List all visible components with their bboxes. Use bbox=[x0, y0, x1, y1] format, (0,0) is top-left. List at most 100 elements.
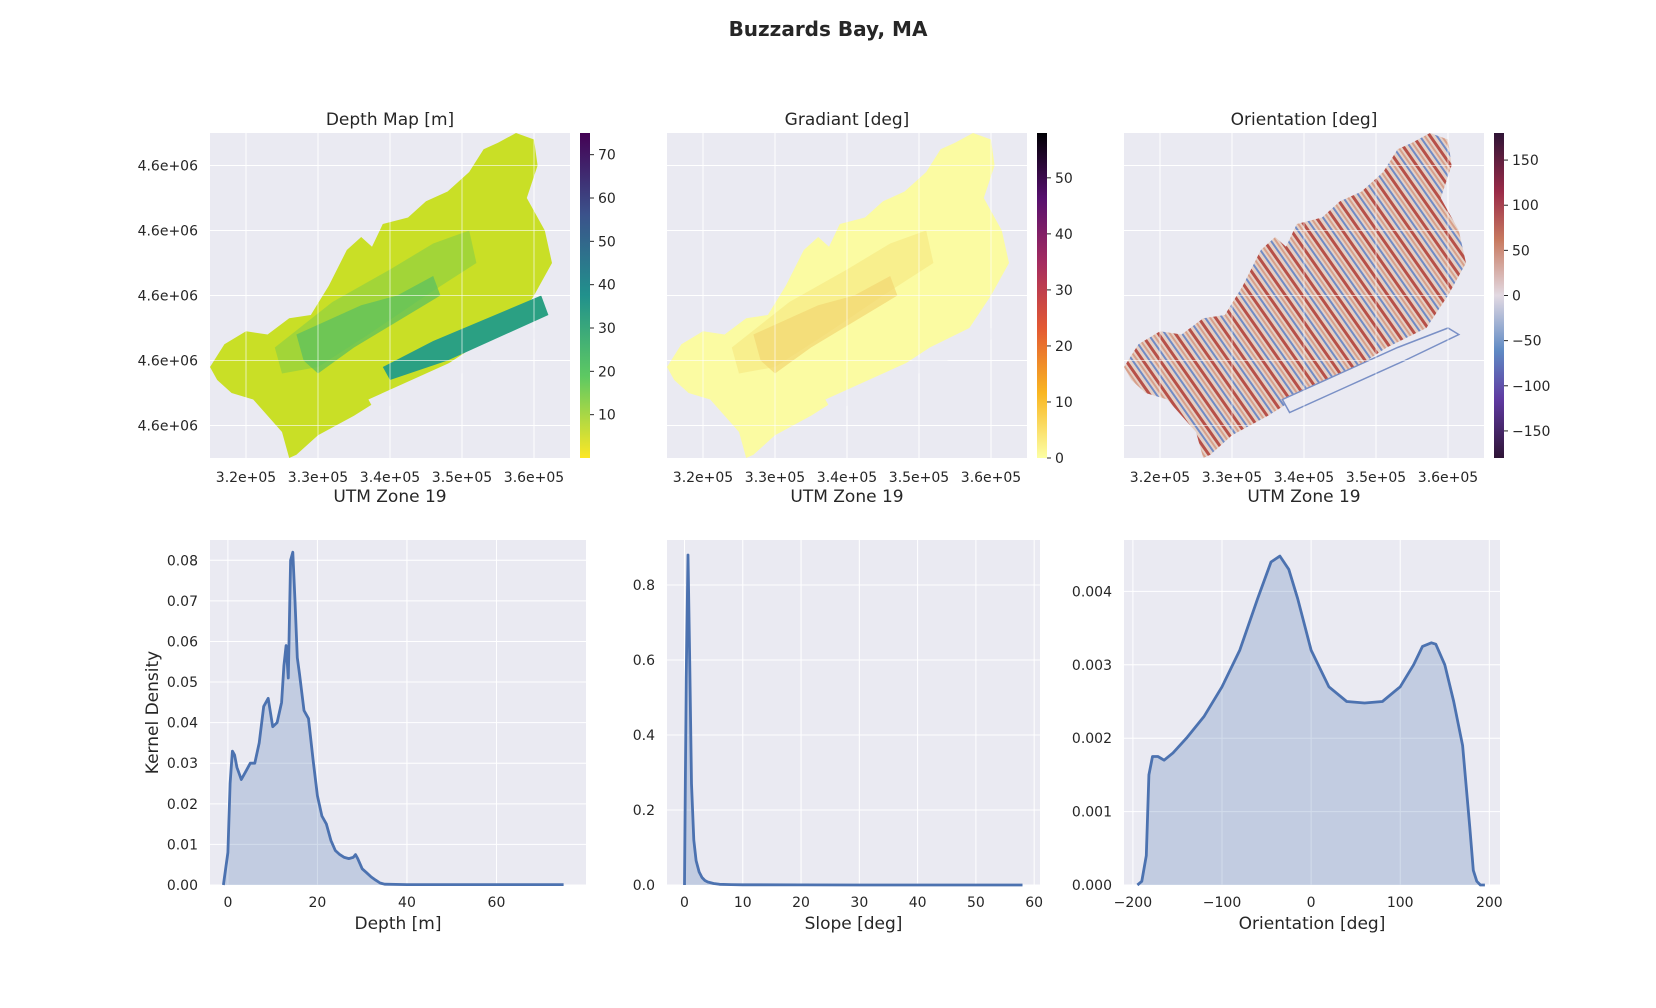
y-tick-label: 0.2 bbox=[633, 803, 655, 819]
x-tick-label: −200 bbox=[1114, 895, 1152, 911]
kde-plot-area bbox=[667, 540, 1040, 885]
x-tick-label: −100 bbox=[1203, 895, 1241, 911]
y-tick-label: 0.01 bbox=[167, 837, 198, 853]
kde-plot-area bbox=[1124, 540, 1500, 885]
map-panel-2: Gradiant [deg] 3.2e+05 3.3e+05 3.4e+05 3.5e+… bbox=[667, 110, 1073, 507]
figure-title: Buzzards Bay, MA bbox=[729, 17, 928, 41]
x-tick-label: 30 bbox=[850, 895, 868, 911]
colorbar-tick-label: 50 bbox=[598, 234, 616, 250]
x-tick-label: 3.2e+05 bbox=[1130, 470, 1190, 486]
y-tick-label: 0.002 bbox=[1072, 731, 1112, 747]
colorbar-tick-label: −100 bbox=[1512, 379, 1550, 395]
colorbar-tick-label: 100 bbox=[1512, 198, 1539, 214]
y-tick-label: 4.6e+06 bbox=[138, 419, 199, 435]
x-tick-label: 20 bbox=[792, 895, 810, 911]
x-tick-label: 3.6e+05 bbox=[1418, 470, 1478, 486]
islands-gap bbox=[1281, 327, 1461, 414]
map-title: Depth Map [m] bbox=[326, 110, 454, 130]
x-tick-label: 50 bbox=[967, 895, 985, 911]
x-tick-label: 200 bbox=[1476, 895, 1503, 911]
kde-line bbox=[222, 550, 564, 886]
colorbar-tick-label: −150 bbox=[1512, 424, 1550, 440]
colorbar-tick-label: 60 bbox=[598, 191, 616, 207]
raster-south-channel bbox=[382, 295, 549, 380]
x-tick-label: 10 bbox=[734, 895, 752, 911]
x-axis-label: UTM Zone 19 bbox=[1247, 487, 1360, 507]
x-tick-label: 3.6e+05 bbox=[961, 470, 1021, 486]
kde-plot-area bbox=[210, 540, 586, 885]
x-tick-label: 100 bbox=[1387, 895, 1414, 911]
y-tick-label: 4.6e+06 bbox=[138, 354, 199, 370]
colorbar-tick-label: 20 bbox=[598, 364, 616, 380]
y-tick-label: 0.000 bbox=[1072, 878, 1112, 894]
islands-gap bbox=[825, 328, 1002, 413]
x-tick-label: 3.4e+05 bbox=[1274, 470, 1334, 486]
colorbar-tick-label: 50 bbox=[1055, 171, 1073, 187]
y-tick-label: 0.02 bbox=[167, 797, 198, 813]
colorbar-tick-label: 10 bbox=[598, 408, 616, 424]
colorbar-tick-label: 70 bbox=[598, 148, 616, 164]
y-tick-label: 0.05 bbox=[167, 675, 198, 691]
x-tick-label: 40 bbox=[398, 895, 416, 911]
x-tick-label: 20 bbox=[309, 895, 327, 911]
y-tick-label: 0.6 bbox=[633, 653, 655, 669]
x-axis-label: UTM Zone 19 bbox=[333, 487, 446, 507]
map-title: Orientation [deg] bbox=[1231, 110, 1378, 130]
kde-line bbox=[1136, 554, 1485, 887]
x-tick-label: 3.6e+05 bbox=[504, 470, 564, 486]
x-tick-label: 0 bbox=[680, 895, 689, 911]
colorbar-tick-label: 0 bbox=[1055, 451, 1064, 467]
x-tick-label: 3.5e+05 bbox=[1346, 470, 1406, 486]
kde-panel-2: 0 10 20 30 40 50 60 0.0 0.2 0.4 0.6 0.8 Slope [deg] bbox=[633, 540, 1043, 934]
y-tick-label: 0.03 bbox=[167, 756, 198, 772]
map-panel-1: Depth Map [m] 3.2e+05 3.3e+05 3.4e+05 3.5e+0… bbox=[138, 110, 616, 507]
kde-area bbox=[223, 552, 564, 885]
y-tick-label: 0.06 bbox=[167, 634, 198, 650]
colorbar-tick-label: 40 bbox=[1055, 227, 1073, 243]
y-tick-label: 0.8 bbox=[633, 578, 655, 594]
x-tick-label: 3.2e+05 bbox=[216, 470, 276, 486]
x-tick-label: 3.3e+05 bbox=[1202, 470, 1262, 486]
y-tick-label: 4.6e+06 bbox=[138, 289, 199, 305]
colorbar-tick-label: 10 bbox=[1055, 395, 1073, 411]
map-title: Gradiant [deg] bbox=[785, 110, 910, 130]
kde-panel-3: −200 −100 0 100 200 0.000 0.001 0.002 0.003 0.004… bbox=[1072, 540, 1503, 934]
x-axis-label: Depth [m] bbox=[354, 914, 441, 934]
x-tick-label: 40 bbox=[909, 895, 927, 911]
colorbar bbox=[1037, 133, 1047, 458]
kde-area bbox=[1137, 556, 1485, 885]
raster-deep-zone bbox=[296, 276, 441, 374]
colorbar-tick-label: 20 bbox=[1055, 339, 1073, 355]
islands-gap bbox=[368, 328, 545, 413]
y-tick-label: 0.003 bbox=[1072, 658, 1112, 674]
x-tick-label: 0 bbox=[223, 895, 232, 911]
y-tick-label: 0.004 bbox=[1072, 584, 1112, 600]
y-tick-label: 0.0 bbox=[633, 878, 655, 894]
y-tick-label: 0.07 bbox=[167, 594, 198, 610]
x-tick-label: 3.2e+05 bbox=[673, 470, 733, 486]
y-tick-label: 4.6e+06 bbox=[138, 224, 199, 240]
colorbar-tick-label: 30 bbox=[1055, 283, 1073, 299]
colorbar-tick-label: 50 bbox=[1512, 243, 1530, 259]
y-tick-label: 0.04 bbox=[167, 716, 198, 732]
kde-panel-1: 0 20 40 60 0.00 0.01 0.02 0.03 0.04 0.05 0.06 0.07 0… bbox=[143, 540, 586, 934]
y-tick-label: 4.6e+06 bbox=[138, 159, 199, 175]
x-tick-label: 60 bbox=[488, 895, 506, 911]
x-tick-label: 3.5e+05 bbox=[889, 470, 949, 486]
x-tick-label: 3.3e+05 bbox=[745, 470, 805, 486]
x-tick-label: 3.4e+05 bbox=[360, 470, 420, 486]
x-axis-label: Slope [deg] bbox=[805, 914, 903, 934]
colorbar-tick-label: 150 bbox=[1512, 153, 1539, 169]
x-tick-label: 3.5e+05 bbox=[432, 470, 492, 486]
colorbar bbox=[580, 133, 590, 458]
y-tick-label: 0.4 bbox=[633, 728, 655, 744]
colorbar-tick-label: 0 bbox=[1512, 289, 1521, 305]
y-tick-label: 0.001 bbox=[1072, 805, 1112, 821]
x-axis-label: UTM Zone 19 bbox=[790, 487, 903, 507]
y-tick-label: 0.00 bbox=[167, 878, 198, 894]
kde-line bbox=[683, 553, 1023, 887]
colorbar bbox=[1494, 133, 1504, 458]
x-axis-label: Orientation [deg] bbox=[1239, 914, 1386, 934]
x-tick-label: 0 bbox=[1307, 895, 1316, 911]
